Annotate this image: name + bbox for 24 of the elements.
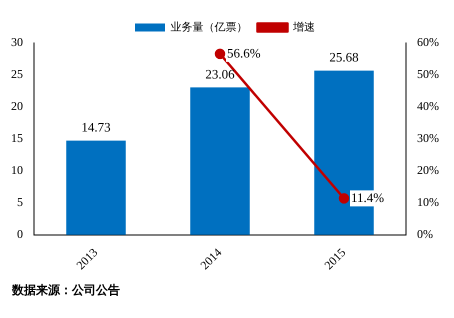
data-label: 25.68 <box>329 50 359 65</box>
data-label: 11.4% <box>351 190 384 205</box>
y-tick-label: 20 <box>11 99 23 114</box>
data-label: 14.73 <box>81 120 111 135</box>
legend-label: 增速 <box>292 20 315 34</box>
y-tick-label: 5 <box>17 195 23 210</box>
y2-tick-label: 60% <box>417 35 440 50</box>
bar <box>190 87 250 235</box>
y-tick-label: 0 <box>17 227 23 242</box>
bar <box>66 140 126 235</box>
y2-tick-label: 10% <box>417 195 440 210</box>
y-tick-label: 10 <box>11 163 23 178</box>
y-tick-label: 30 <box>11 35 23 50</box>
data-label: 23.06 <box>205 66 236 82</box>
source-note: 数据来源：公司公告 <box>12 282 121 299</box>
y2-tick-label: 20% <box>417 163 440 178</box>
legend-label: 业务量（亿票） <box>170 20 248 34</box>
y-tick-label: 25 <box>11 67 23 82</box>
y2-tick-label: 30% <box>417 131 440 146</box>
y2-tick-label: 0% <box>417 227 434 242</box>
y2-tick-label: 50% <box>417 67 440 82</box>
y2-tick-label: 40% <box>417 99 440 114</box>
data-label: 56.6% <box>227 45 261 60</box>
y-tick-label: 15 <box>11 131 23 146</box>
